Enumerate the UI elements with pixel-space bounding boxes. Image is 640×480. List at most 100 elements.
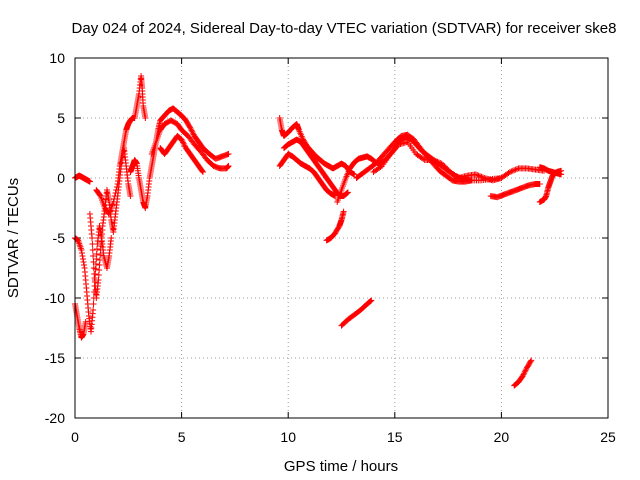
series-arc-08	[157, 133, 206, 175]
y-tick-label: -5	[53, 230, 66, 246]
data-point	[521, 370, 528, 377]
data-point	[90, 259, 97, 265]
data-point	[472, 171, 479, 178]
data-point	[438, 160, 445, 167]
data-point	[179, 138, 186, 144]
data-point	[468, 177, 475, 184]
data-point	[520, 371, 527, 378]
data-point	[522, 367, 529, 374]
data-point	[431, 157, 438, 164]
x-tick-label: 15	[387, 429, 403, 445]
data-point	[474, 172, 481, 178]
data-point	[377, 164, 384, 170]
data-point	[367, 298, 374, 304]
series-arc-18	[511, 357, 535, 389]
data-point	[112, 190, 119, 196]
chart-title: Day 024 of 2024, Sidereal Day-to-day VTE…	[72, 20, 617, 37]
series-arc-17	[487, 181, 543, 201]
data-point	[180, 140, 187, 147]
data-point	[199, 169, 206, 175]
data-point	[96, 192, 103, 198]
data-point	[420, 156, 427, 162]
y-tick-label: -20	[45, 410, 65, 426]
data-point	[113, 184, 120, 190]
data-point	[442, 164, 449, 171]
data-point	[108, 235, 115, 241]
data-point	[558, 171, 565, 178]
data-point	[506, 169, 513, 175]
data-point	[89, 241, 96, 247]
series-arc-12	[323, 208, 347, 244]
y-tick-label: -10	[45, 290, 65, 306]
data-point	[189, 128, 196, 135]
x-tick-label: 20	[494, 429, 510, 445]
data-point	[127, 193, 134, 199]
data-point	[78, 250, 85, 256]
data-point	[80, 259, 87, 265]
series-arc-01	[72, 301, 89, 341]
data-point	[514, 166, 521, 172]
x-tick-label: 10	[280, 429, 296, 445]
data-point	[536, 181, 543, 187]
series-arc-11	[276, 151, 339, 199]
data-point	[180, 139, 187, 146]
data-point	[527, 358, 534, 365]
x-tick-label: 25	[600, 429, 616, 445]
data-point	[475, 172, 482, 179]
data-point	[433, 158, 440, 165]
data-point	[521, 368, 528, 375]
data-point	[523, 366, 530, 372]
data-point	[479, 174, 486, 181]
data-point	[90, 265, 97, 271]
y-tick-label: -15	[45, 350, 65, 366]
grid-lines	[75, 58, 608, 418]
data-point	[225, 163, 232, 169]
data-point	[344, 190, 351, 196]
series-arc-20	[536, 164, 565, 178]
data-point	[111, 196, 118, 202]
series-arc-15	[353, 131, 475, 185]
data-point	[509, 167, 516, 174]
data-point	[343, 190, 350, 197]
data-point	[351, 171, 358, 178]
series-arc-16	[370, 139, 548, 184]
data-point	[142, 115, 149, 121]
data-point	[187, 124, 194, 131]
data-point	[344, 189, 351, 196]
data-point	[477, 173, 484, 180]
data-point	[187, 126, 194, 132]
x-tick-labels: 0 5 10 15 20 25	[71, 429, 616, 445]
data-point	[110, 199, 117, 205]
data-point	[512, 166, 519, 173]
data-point	[440, 162, 447, 168]
y-tick-label: 5	[57, 110, 65, 126]
data-point	[113, 187, 120, 193]
series-arc-07	[148, 117, 232, 172]
data-point	[430, 157, 437, 163]
y-tick-label: 0	[57, 170, 65, 186]
data-point	[508, 168, 515, 175]
data-point	[181, 142, 188, 149]
data-point	[366, 298, 373, 305]
data-point	[79, 253, 86, 259]
data-point	[199, 168, 206, 174]
data-point	[90, 253, 97, 259]
data-point	[89, 247, 96, 253]
data-point	[90, 307, 97, 313]
data-point	[434, 158, 441, 165]
data-point	[86, 178, 93, 185]
data-point	[519, 373, 526, 379]
data-point	[81, 262, 88, 268]
data-point	[511, 167, 518, 174]
data-point	[435, 159, 442, 166]
plot-frame	[74, 57, 609, 419]
data-point	[186, 123, 193, 130]
x-axis-label: GPS time / hours	[284, 458, 398, 475]
data-point	[188, 127, 195, 134]
data-point	[368, 297, 375, 304]
data-point	[111, 193, 118, 199]
data-point	[79, 256, 86, 262]
series-arc-05	[93, 73, 149, 217]
